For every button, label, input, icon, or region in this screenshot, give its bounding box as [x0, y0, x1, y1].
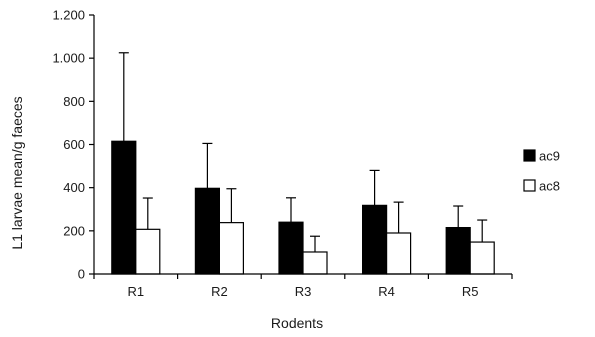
- legend: ac9 ac8: [523, 149, 560, 194]
- legend-label-ac8: ac8: [539, 179, 560, 194]
- bar-ac9-R3: [278, 221, 304, 275]
- bar-ac8-R1: [135, 228, 161, 275]
- x-tick-label: R5: [462, 284, 479, 299]
- y-tick-label: 400: [63, 180, 85, 195]
- plot-area: [111, 52, 495, 275]
- legend-swatch-ac8: [523, 179, 536, 192]
- y-tick-label: 800: [63, 94, 85, 109]
- bar-ac9-R1: [111, 140, 137, 275]
- y-tick-label: 200: [63, 223, 85, 238]
- legend-label-ac9: ac9: [539, 149, 560, 164]
- y-tick-label: 1.000: [52, 51, 85, 66]
- bar-ac8-R2: [218, 222, 244, 275]
- x-axis: R1 R2 R3 R4 R5: [93, 273, 513, 299]
- y-tick-label: 600: [63, 137, 85, 152]
- bar-ac8-R4: [386, 232, 412, 275]
- y-axis: 0 200 400 600 800 1.000 1.200: [52, 8, 95, 282]
- bar-ac9-R5: [445, 226, 471, 275]
- y-axis-title: L1 larvae mean/g faeces: [9, 96, 25, 249]
- x-tick-label: R4: [378, 284, 395, 299]
- x-tick-label: R1: [127, 284, 144, 299]
- x-axis-title: Rodents: [271, 315, 323, 331]
- bar-ac8-R3: [302, 251, 328, 275]
- bar-ac9-R2: [194, 187, 220, 275]
- y-tick-label: 0: [78, 267, 85, 282]
- y-tick-label: 1.200: [52, 8, 85, 23]
- bar-ac8-R5: [469, 241, 495, 275]
- x-tick-label: R3: [295, 284, 312, 299]
- x-tick-label: R2: [211, 284, 228, 299]
- legend-swatch-ac9: [523, 149, 536, 162]
- bar-ac9-R4: [362, 204, 388, 275]
